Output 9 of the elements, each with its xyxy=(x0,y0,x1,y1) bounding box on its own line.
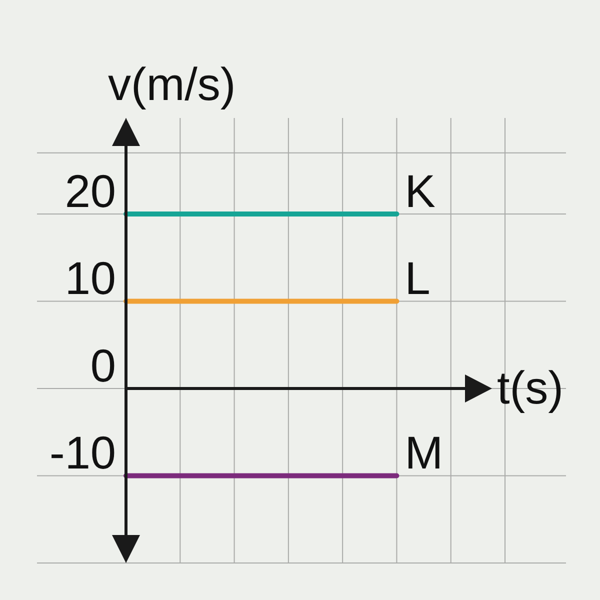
y-tick-label: 20 xyxy=(64,164,116,217)
y-tick-label: 10 xyxy=(64,252,116,304)
series-label: L xyxy=(404,252,430,304)
x-axis-title: t(s) xyxy=(497,361,564,414)
y-tick-label: -10 xyxy=(50,426,116,479)
y-axis-title: v(m/s) xyxy=(108,58,236,110)
series-label: K xyxy=(404,164,436,217)
series-label: M xyxy=(404,426,444,479)
y-tick-label: 0 xyxy=(90,339,116,392)
